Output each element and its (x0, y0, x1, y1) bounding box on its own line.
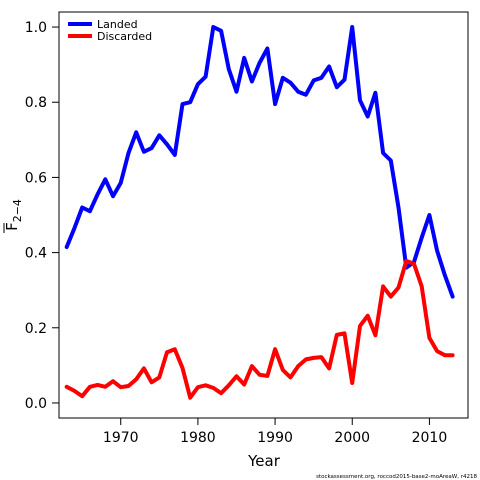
y-tick-label-5: 1.0 (25, 20, 47, 36)
x-tick-label-2: 1990 (257, 430, 293, 446)
y-axis-title-sub: 2−4 (11, 199, 24, 222)
y-tick-label-2: 0.4 (25, 246, 47, 262)
x-tick-label-0: 1970 (103, 430, 139, 446)
legend-label-discarded: Discarded (97, 30, 152, 43)
y-tick-label-3: 0.6 (25, 170, 47, 186)
series-line-landed (64, 25, 455, 299)
footer-text: stockassessment.org, roccod2015-base2-mo… (316, 474, 477, 480)
x-axis-title: Year (247, 452, 281, 470)
y-tick-label-0: 0.0 (25, 396, 47, 412)
series-layer (64, 25, 455, 400)
x-tick-label-4: 2010 (412, 430, 448, 446)
x-tick-label-1: 1980 (180, 430, 216, 446)
x-axis: 1970 1980 1990 2000 2010 (103, 418, 447, 446)
y-tick-label-4: 0.8 (25, 95, 47, 111)
y-tick-label-1: 0.2 (25, 321, 47, 337)
series-line-discarded (64, 258, 455, 400)
y-axis-title: F2−4 (3, 199, 24, 233)
plot-frame (58, 11, 469, 419)
svg-text:F2−4: F2−4 (3, 199, 24, 231)
legend-label-landed: Landed (97, 18, 138, 31)
x-tick-label-3: 2000 (334, 430, 370, 446)
y-axis-title-main: F (3, 222, 21, 231)
y-axis: 0.0 0.2 0.4 0.6 0.8 1.0 (25, 20, 59, 412)
